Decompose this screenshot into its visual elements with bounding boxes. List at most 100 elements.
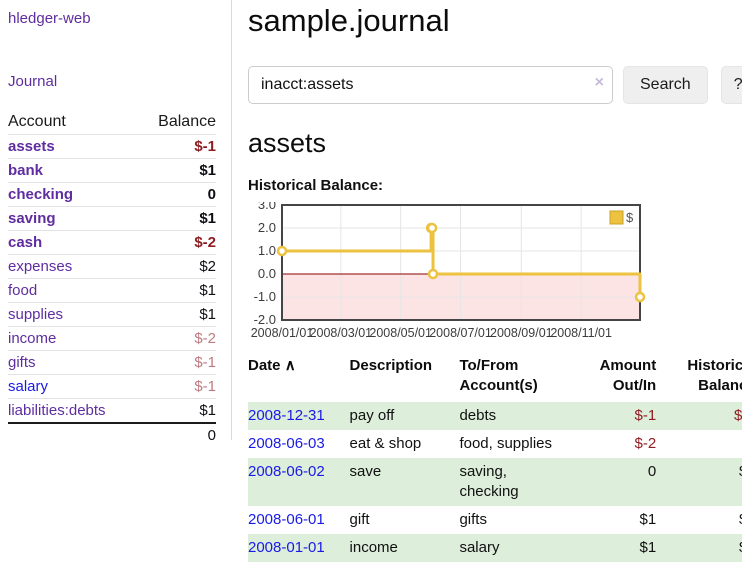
account-link-food[interactable]: food bbox=[8, 282, 38, 299]
main-content: sample.journal × Search ? assets Histori… bbox=[232, 0, 742, 582]
svg-text:2008/07/01: 2008/07/01 bbox=[429, 326, 492, 340]
tofrom-column-header: To/From Account(s) bbox=[459, 357, 538, 394]
txn-date-link[interactable]: 2008-12-31 bbox=[248, 407, 325, 424]
txn-date-link[interactable]: 2008-01-01 bbox=[248, 539, 325, 556]
date-column-header[interactable]: Date ∧ bbox=[248, 357, 296, 374]
accounts-table-header: Account Balance bbox=[8, 110, 216, 135]
txn-description: gift bbox=[349, 511, 370, 528]
transaction-row: 2008-06-02 save saving, checking 0 $2 bbox=[248, 458, 742, 506]
account-link-assets[interactable]: assets bbox=[8, 138, 55, 155]
txn-balance: $2 bbox=[656, 458, 742, 506]
account-link-liabilities-debts[interactable]: liabilities:debts bbox=[8, 402, 106, 419]
account-link-income[interactable]: income bbox=[8, 330, 57, 347]
account-balance: $-2 bbox=[138, 230, 216, 255]
account-balance: $-1 bbox=[138, 134, 216, 159]
sidebar: hledger-web Journal Account Balance asse… bbox=[0, 0, 232, 582]
account-row: liabilities:debts $1 bbox=[8, 398, 216, 423]
txn-accounts: gifts bbox=[459, 511, 487, 528]
account-row: supplies $1 bbox=[8, 302, 216, 327]
txn-amount: $-1 bbox=[564, 402, 657, 430]
txn-date-link[interactable]: 2008-06-03 bbox=[248, 435, 325, 452]
svg-text:-2.0: -2.0 bbox=[254, 312, 276, 327]
svg-text:$: $ bbox=[626, 210, 634, 225]
account-link-supplies[interactable]: supplies bbox=[8, 306, 64, 323]
account-link-checking[interactable]: checking bbox=[8, 186, 74, 203]
svg-text:2008/11/01: 2008/11/01 bbox=[550, 326, 612, 340]
svg-text:0.0: 0.0 bbox=[258, 266, 276, 281]
transactions-table-header: Date ∧ Description To/From Account(s) Am… bbox=[248, 354, 742, 402]
svg-text:3.0: 3.0 bbox=[258, 202, 276, 212]
account-row: expenses $2 bbox=[8, 254, 216, 279]
account-link-expenses[interactable]: expenses bbox=[8, 258, 73, 275]
account-balance: $1 bbox=[138, 158, 216, 183]
description-column-header: Description bbox=[349, 357, 433, 374]
svg-text:2.0: 2.0 bbox=[258, 220, 276, 235]
account-link-bank[interactable]: bank bbox=[8, 162, 44, 179]
transaction-row: 2008-06-01 gift gifts $1 $2 bbox=[248, 506, 742, 534]
search-input[interactable] bbox=[248, 66, 613, 104]
account-column-header: Account bbox=[8, 113, 66, 130]
account-row: assets $-1 bbox=[8, 134, 216, 159]
transactions-table: Date ∧ Description To/From Account(s) Am… bbox=[248, 354, 742, 562]
balance-column-header: Balance bbox=[158, 113, 216, 130]
account-balance: $-1 bbox=[138, 350, 216, 375]
clear-search-icon[interactable]: × bbox=[594, 74, 604, 91]
txn-accounts: saving, checking bbox=[459, 458, 565, 506]
transaction-row: 2008-06-03 eat & shop food, supplies $-2… bbox=[248, 430, 742, 458]
txn-date-link[interactable]: 2008-06-01 bbox=[248, 511, 325, 528]
txn-amount: 0 bbox=[564, 458, 657, 506]
account-balance: $-1 bbox=[138, 374, 216, 399]
txn-description: income bbox=[349, 534, 460, 562]
accounts-total-value: 0 bbox=[138, 422, 216, 447]
historical-balance-chart: $3.0 2.0 1.0 0.0 -1.0 -2.02008/01/012008/03/0… bbox=[251, 202, 646, 340]
account-balance: $1 bbox=[138, 302, 216, 327]
account-balance: $2 bbox=[138, 254, 216, 279]
account-balance: 0 bbox=[138, 182, 216, 207]
sidebar-item-journal[interactable]: Journal bbox=[8, 73, 58, 90]
search-button[interactable]: Search bbox=[623, 66, 708, 104]
account-row: gifts $-1 bbox=[8, 350, 216, 375]
txn-balance: 0 bbox=[656, 430, 742, 458]
txn-balance: $2 bbox=[656, 506, 742, 534]
account-link-salary[interactable]: salary bbox=[8, 378, 49, 395]
svg-text:2008/09/01: 2008/09/01 bbox=[490, 326, 553, 340]
svg-text:2008/05/01: 2008/05/01 bbox=[369, 326, 432, 340]
account-row: cash $-2 bbox=[8, 230, 216, 255]
accounts-table: Account Balance assets $-1 bank $1 check… bbox=[8, 110, 216, 447]
account-balance: $1 bbox=[138, 398, 216, 423]
account-row: checking 0 bbox=[8, 182, 216, 207]
txn-balance: $-1 bbox=[656, 402, 742, 430]
svg-text:-1.0: -1.0 bbox=[254, 289, 276, 304]
account-balance: $1 bbox=[138, 206, 216, 231]
transaction-row: 2008-01-01 income salary $1 $1 bbox=[248, 534, 742, 562]
help-button[interactable]: ? bbox=[720, 66, 742, 104]
sort-ascending-icon: ∧ bbox=[284, 357, 296, 374]
txn-accounts: food, supplies bbox=[459, 435, 553, 452]
txn-amount: $-2 bbox=[634, 435, 657, 452]
chart-section-label: Historical Balance: bbox=[248, 177, 384, 194]
txn-description: eat & shop bbox=[349, 435, 422, 452]
txn-amount: $1 bbox=[639, 511, 657, 528]
account-row: saving $1 bbox=[8, 206, 216, 231]
account-link-saving[interactable]: saving bbox=[8, 210, 56, 227]
balance-column-header: Historical Balance bbox=[687, 357, 742, 394]
txn-description: save bbox=[349, 458, 460, 506]
svg-text:2008/01/01: 2008/01/01 bbox=[251, 326, 314, 340]
svg-text:1.0: 1.0 bbox=[258, 243, 276, 258]
account-balance: $1 bbox=[138, 278, 216, 303]
txn-balance: $1 bbox=[656, 534, 742, 562]
txn-amount: $1 bbox=[564, 534, 657, 562]
txn-date-link[interactable]: 2008-06-02 bbox=[248, 463, 325, 480]
page-title: sample.journal bbox=[248, 3, 450, 38]
app-title-link[interactable]: hledger-web bbox=[8, 10, 91, 27]
account-balance: $-2 bbox=[138, 326, 216, 351]
svg-text:2008/03/01: 2008/03/01 bbox=[310, 326, 373, 340]
search-box: × bbox=[248, 66, 613, 104]
account-link-cash[interactable]: cash bbox=[8, 234, 43, 251]
account-link-gifts[interactable]: gifts bbox=[8, 354, 36, 371]
search-form: × Search ? bbox=[248, 66, 742, 104]
account-row: bank $1 bbox=[8, 158, 216, 183]
txn-accounts: debts bbox=[459, 402, 565, 430]
transaction-row: 2008-12-31 pay off debts $-1 $-1 bbox=[248, 402, 742, 430]
